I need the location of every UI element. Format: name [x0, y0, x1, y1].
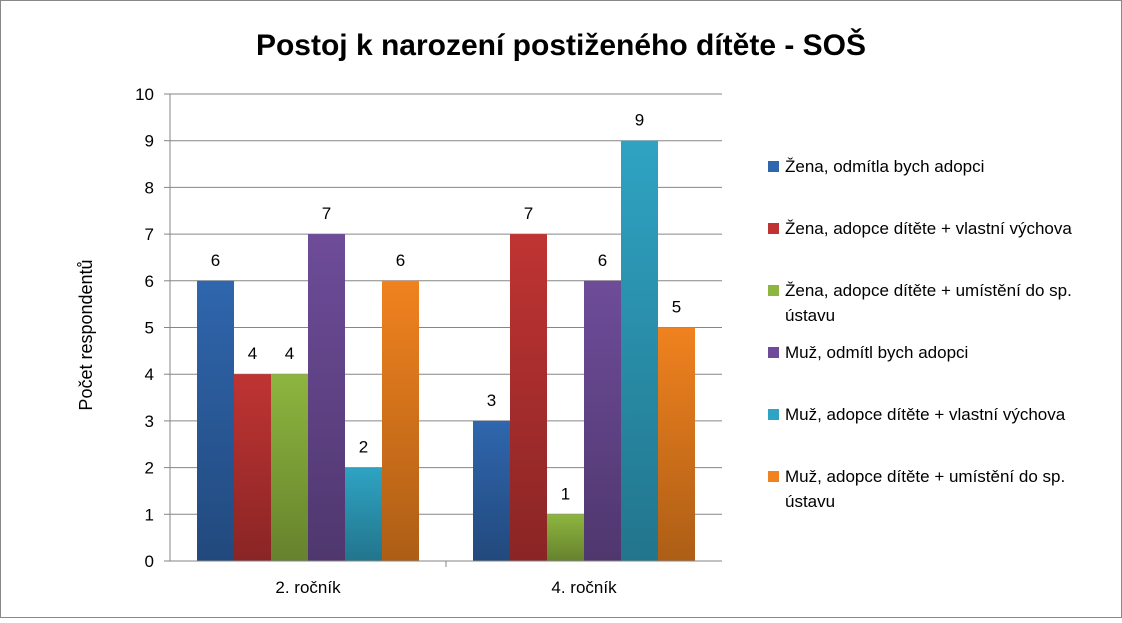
bar [197, 280, 234, 561]
y-tick-label: 0 [145, 552, 154, 571]
y-tick-label: 6 [145, 272, 154, 291]
legend-label: Muž, odmítl bych adopci [785, 343, 968, 362]
data-label: 1 [561, 484, 570, 503]
bar [382, 280, 419, 561]
y-tick-label: 9 [145, 132, 154, 151]
bar [473, 420, 510, 561]
data-label: 9 [635, 111, 644, 130]
bar [584, 280, 621, 561]
legend-swatch [768, 223, 779, 234]
bar [271, 374, 308, 561]
y-tick-label: 4 [145, 365, 154, 384]
data-label: 6 [211, 251, 220, 270]
chart-title: Postoj k narození postiženého dítěte - S… [256, 28, 866, 62]
legend-label: Žena, odmítla bych adopci [785, 157, 984, 176]
y-tick-label: 10 [135, 85, 154, 104]
bar [234, 374, 271, 561]
data-label: 7 [322, 204, 331, 223]
legend-swatch [768, 285, 779, 296]
bar [308, 234, 345, 561]
axes: 0 1 2 3 4 5 6 7 8 9 10 2. ročník 4. ročník [135, 85, 722, 597]
y-tick-label: 2 [145, 459, 154, 478]
bar [658, 327, 695, 561]
data-label: 7 [524, 204, 533, 223]
data-label: 4 [248, 344, 257, 363]
bar [547, 514, 584, 561]
x-category-label: 4. ročník [551, 578, 617, 597]
y-tick-label: 3 [145, 412, 154, 431]
data-label: 4 [285, 344, 294, 363]
bar [621, 140, 658, 561]
legend-label: Muž, adopce dítěte + vlastní výchova [785, 405, 1066, 424]
legend: Žena, odmítla bych adopci Žena, adopce dí… [768, 157, 1072, 511]
bar [345, 467, 382, 561]
y-axis-title: Počet respondentů [76, 259, 96, 410]
legend-swatch [768, 347, 779, 358]
y-tick-label: 8 [145, 178, 154, 197]
legend-swatch [768, 161, 779, 172]
legend-label: Žena, adopce dítěte + vlastní výchova [785, 219, 1072, 238]
data-label: 2 [359, 438, 368, 457]
legend-label: Žena, adopce dítěte + umístění do sp. úst… [785, 281, 1072, 325]
data-label: 3 [487, 391, 496, 410]
data-label: 5 [672, 298, 681, 317]
legend-swatch [768, 471, 779, 482]
legend-swatch [768, 409, 779, 420]
legend-label: Muž, adopce dítěte + umístění do sp. ústa… [785, 467, 1065, 511]
data-label: 6 [598, 251, 607, 270]
data-label: 6 [396, 251, 405, 270]
bars: 6 4 4 7 2 6 3 7 1 6 9 5 [197, 111, 695, 561]
bar [510, 234, 547, 561]
y-tick-label: 7 [145, 225, 154, 244]
y-tick-label: 1 [145, 505, 154, 524]
y-tick-label: 5 [145, 319, 154, 338]
x-category-label: 2. ročník [275, 578, 341, 597]
